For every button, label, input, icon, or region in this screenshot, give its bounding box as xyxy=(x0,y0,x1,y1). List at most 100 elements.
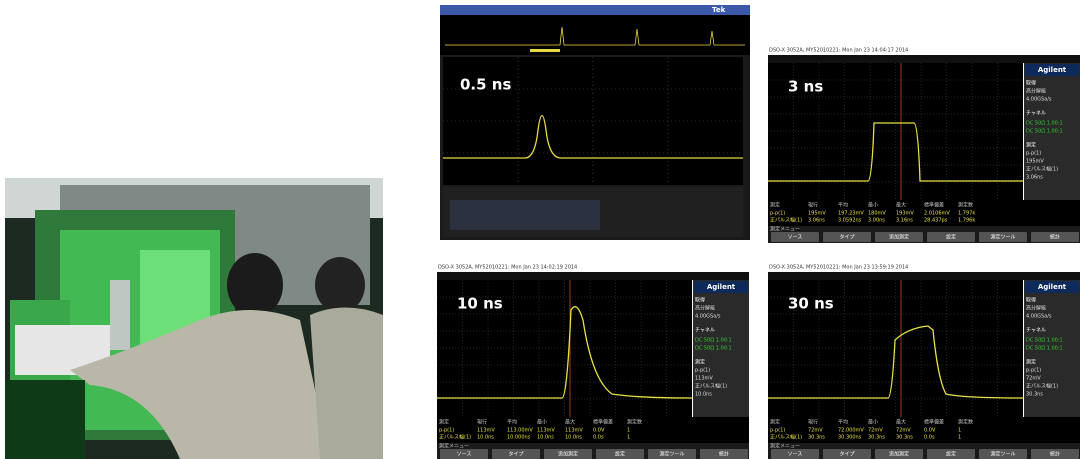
table-cell: 1.797k xyxy=(958,211,975,217)
table-cell: 72mV xyxy=(896,428,911,434)
table-cell: p-p(1) xyxy=(770,211,785,217)
meas-table xyxy=(768,417,1080,443)
table-cell: 正パルス幅(1) xyxy=(439,434,471,441)
panel-text: 4.00GSa/s xyxy=(695,314,721,320)
panel-text: DC 50Ω 1.00:1 xyxy=(1026,338,1063,344)
menu-label: 設定 xyxy=(946,451,956,458)
panel-text: 10.0ns xyxy=(695,392,712,398)
brand: Agilent xyxy=(707,283,736,291)
menu-label: 設定 xyxy=(946,234,956,241)
menu-button xyxy=(544,449,592,459)
agilent-scope: DSO-X 3052A, MY52010221: Mon Jan 23 13:5… xyxy=(768,265,1080,459)
table-cell: 72mV xyxy=(808,428,823,434)
panel-text: チャネル xyxy=(1026,328,1046,334)
table-cell: 0.0s xyxy=(593,435,604,441)
table-cell: 1 xyxy=(627,428,630,434)
table-head: 平均 xyxy=(838,419,848,426)
table-head: 標準偏差 xyxy=(593,419,613,426)
panel-text: 正パルス幅(1) xyxy=(1026,166,1058,173)
table-cell: 3.00ns xyxy=(868,218,885,224)
panel-text: 195mV xyxy=(1026,159,1044,165)
tek-brand: Tek xyxy=(712,6,726,14)
menu-label: 追加測定 xyxy=(889,234,909,241)
menu-title: 測定メニュー xyxy=(770,226,800,233)
table-head: 測定 xyxy=(439,419,449,426)
table-head: 最大 xyxy=(896,202,906,209)
table-cell: 3.06ns xyxy=(808,218,825,224)
menu-button xyxy=(979,449,1027,459)
status-bar xyxy=(768,55,1080,63)
menu-button xyxy=(823,449,871,459)
table-cell: 30.3ns xyxy=(808,435,825,441)
agilent-scope: DSO-X 3052A, MY52010221: Mon Jan 23 14:0… xyxy=(768,48,1080,243)
table-head: 標準偏差 xyxy=(924,419,944,426)
table-cell: 113mV xyxy=(565,428,583,434)
menu-label: 追加測定 xyxy=(558,451,578,458)
lab-photo xyxy=(5,178,383,459)
panel-text: 正パルス幅(1) xyxy=(1026,383,1058,390)
table-cell: 3.16ns xyxy=(896,218,913,224)
menu-button xyxy=(823,232,871,242)
table-head: 測定 xyxy=(770,202,780,209)
panel-text: 正パルス幅(1) xyxy=(695,383,727,390)
meas-table xyxy=(437,417,749,443)
menu-button xyxy=(700,449,748,459)
panel-text: 高分解能 xyxy=(1026,88,1046,95)
menu-button xyxy=(648,449,696,459)
panel-text: 測定 xyxy=(1026,142,1036,149)
waveform xyxy=(768,122,1023,182)
table-cell: 180mV xyxy=(868,211,886,217)
side-panel xyxy=(693,280,749,417)
menu-label: 統計 xyxy=(719,451,729,458)
menu-button xyxy=(771,449,819,459)
panel-text: 3.06ns xyxy=(1026,175,1043,181)
menu-button xyxy=(492,449,540,459)
table-cell: 0.0V xyxy=(924,428,936,434)
panel-text: p-p(1) xyxy=(695,368,710,374)
table-cell: 72.000mV xyxy=(838,428,864,434)
meas-table xyxy=(768,200,1080,226)
table-cell: 10.000ns xyxy=(507,435,531,441)
table-head: 現行 xyxy=(808,419,818,426)
menu-label: タイプ xyxy=(839,451,854,458)
menu-label: 測定ツール xyxy=(990,451,1015,458)
table-head: 測定 xyxy=(770,419,780,426)
brand: Agilent xyxy=(1038,283,1067,291)
menu-button xyxy=(1031,449,1079,459)
table-head: 測定数 xyxy=(627,419,642,426)
menu-label: タイプ xyxy=(839,234,854,241)
menu-label: 測定ツール xyxy=(990,234,1015,241)
table-head: 測定数 xyxy=(958,419,973,426)
panel-text: DC 50Ω 1.00:1 xyxy=(695,338,732,344)
table-cell: 30.300ns xyxy=(838,435,862,441)
table-cell: 72mV xyxy=(868,428,883,434)
pulse-label: 10 ns xyxy=(457,295,503,313)
table-head: 最小 xyxy=(868,202,878,209)
table-head: 標準偏差 xyxy=(924,202,944,209)
panel-text: 113mV xyxy=(695,376,713,382)
panel-text: 高分解能 xyxy=(695,305,715,312)
table-cell: 2.0106mV xyxy=(924,211,950,217)
table-head: 最小 xyxy=(537,419,547,426)
table-cell: 10.0ns xyxy=(565,435,582,441)
panel-text: 72mV xyxy=(1026,376,1041,382)
brand-box xyxy=(694,281,748,293)
panel-text: 測定 xyxy=(695,359,705,366)
panel-text: p-p(1) xyxy=(1026,368,1041,374)
table-cell: 113mV xyxy=(537,428,555,434)
panel-text: 高分解能 xyxy=(1026,305,1046,312)
panel-text: 4.00GSa/s xyxy=(1026,314,1052,320)
menu-button xyxy=(927,449,975,459)
panel-text: DC 50Ω 1.00:1 xyxy=(695,346,732,352)
menu-button xyxy=(771,232,819,242)
menu-label: タイプ xyxy=(508,451,523,458)
menu-button xyxy=(596,449,644,459)
table-cell: 193mV xyxy=(896,211,914,217)
scope-header: DSO-X 3052A, MY52010221: Mon Jan 23 14:0… xyxy=(769,48,908,54)
panel-text: 測定 xyxy=(1026,359,1036,366)
table-cell: 1 xyxy=(958,428,961,434)
menu-button xyxy=(927,232,975,242)
menu-label: ソース xyxy=(457,452,472,458)
menu-label: 統計 xyxy=(1050,234,1060,241)
